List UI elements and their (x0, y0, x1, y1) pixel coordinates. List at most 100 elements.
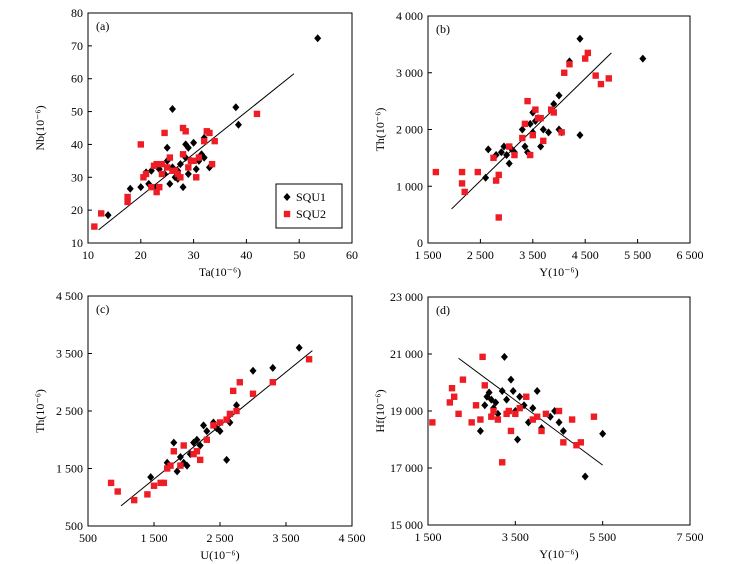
data-point-squ2 (429, 419, 436, 426)
data-point-squ1 (485, 388, 493, 397)
data-point-squ2 (107, 479, 115, 487)
data-point-squ2 (253, 110, 261, 118)
y-axis-label: Th(10⁻⁶) (33, 389, 47, 433)
x-tick-label: 30 (188, 248, 200, 262)
data-point-squ1 (183, 461, 191, 470)
data-point-squ1 (476, 426, 484, 435)
data-point-squ2 (206, 129, 213, 137)
data-point-squ1 (203, 427, 211, 436)
x-tick-label: 60 (346, 248, 358, 262)
data-point-squ1 (521, 142, 529, 151)
data-point-squ2 (590, 413, 598, 420)
data-point-squ2 (526, 151, 534, 159)
data-point-squ1 (500, 142, 508, 151)
data-point-squ2 (226, 410, 234, 418)
data-point-squ1 (482, 173, 490, 182)
x-tick-label: 7 500 (677, 530, 704, 544)
data-point-squ2 (492, 177, 500, 184)
legend-marker-squ2 (283, 210, 291, 218)
data-point-squ2 (558, 129, 565, 136)
data-point-squ1 (514, 435, 522, 444)
data-point-squ2 (157, 479, 164, 487)
data-point-squ2 (195, 154, 203, 161)
data-point-squ2 (223, 416, 230, 423)
data-point-squ1 (526, 119, 534, 128)
panel-label: (b) (436, 22, 450, 36)
data-point-squ1 (314, 34, 322, 43)
data-point-squ1 (555, 91, 563, 100)
data-point-squ1 (559, 426, 567, 435)
data-point-squ1 (184, 170, 192, 178)
x-tick-label: 1 500 (141, 531, 168, 545)
data-point-squ2 (472, 402, 480, 409)
data-point-squ2 (538, 427, 545, 435)
data-point-squ2 (124, 198, 131, 206)
data-point-squ2 (148, 183, 155, 191)
data-point-squ1 (168, 104, 176, 113)
data-point-squ2 (137, 141, 144, 148)
y-tick-label: 30 (71, 170, 83, 184)
data-point-squ1 (269, 363, 277, 372)
y-tick-label: 1 000 (396, 179, 423, 193)
y-axis-label: Th(10⁻⁶) (373, 108, 387, 152)
data-point-squ2 (560, 439, 567, 446)
data-point-squ1 (104, 211, 112, 220)
data-point-squ2 (91, 223, 98, 230)
data-point-squ1 (505, 159, 513, 168)
data-point-squ2 (506, 143, 513, 150)
data-point-squ2 (140, 174, 147, 181)
data-point-squ2 (494, 416, 502, 423)
data-point-squ2 (158, 160, 166, 168)
data-point-squ1 (233, 401, 240, 410)
data-point-squ2 (458, 168, 466, 176)
data-point-squ2 (468, 419, 475, 426)
data-point-squ2 (451, 393, 458, 400)
data-point-squ1 (200, 153, 208, 162)
data-point-squ1 (529, 404, 537, 413)
data-point-squ2 (144, 491, 151, 498)
data-point-squ1 (503, 395, 511, 404)
y-tick-label: 70 (71, 39, 83, 53)
y-axis-label: Hf(10⁻⁶) (373, 389, 387, 432)
data-point-squ2 (519, 134, 526, 142)
x-tick-label: 4 500 (572, 248, 599, 262)
data-point-squ2 (532, 106, 539, 113)
data-point-squ2 (512, 410, 519, 418)
x-tick-label: 50 (293, 248, 305, 262)
y-tick-label: 0 (417, 236, 423, 250)
data-point-squ2 (540, 137, 547, 145)
data-point-squ2 (210, 422, 217, 429)
data-point-squ1 (147, 473, 155, 482)
data-point-squ2 (190, 157, 197, 165)
data-point-squ2 (182, 128, 189, 135)
y-tick-label: 2 500 (56, 404, 83, 418)
y-tick-label: 40 (71, 137, 83, 151)
data-point-squ2 (98, 210, 105, 217)
data-point-squ1 (599, 429, 607, 438)
data-point-squ1 (497, 148, 505, 157)
data-point-squ1 (193, 435, 201, 444)
y-tick-label: 20 (71, 203, 83, 217)
x-tick-label: 500 (79, 531, 97, 545)
data-point-squ1 (192, 165, 200, 174)
data-point-squ1 (196, 441, 204, 450)
x-tick-label: 2 500 (207, 531, 234, 545)
data-point-squ2 (524, 97, 531, 105)
chart-panel-d: 1 500 3 500 5 500 7 500 15 000 17 000 19 000 21… (373, 290, 704, 561)
y-tick-label: 17 000 (390, 461, 423, 475)
data-point-squ1 (176, 160, 184, 169)
data-point-squ2 (174, 170, 181, 178)
data-point-squ2 (488, 413, 495, 420)
data-point-squ2 (177, 462, 184, 469)
x-axis-label: Ta(10⁻⁶) (199, 265, 241, 279)
data-point-squ2 (533, 413, 541, 420)
y-tick-label: 10 (71, 236, 83, 250)
data-point-squ2 (305, 356, 313, 363)
data-point-squ2 (197, 456, 204, 464)
data-point-squ1 (232, 103, 240, 112)
data-point-squ1 (509, 387, 517, 396)
legend-marker-squ1 (283, 193, 291, 201)
data-point-squ2 (582, 55, 589, 62)
data-point-squ2 (584, 49, 592, 57)
